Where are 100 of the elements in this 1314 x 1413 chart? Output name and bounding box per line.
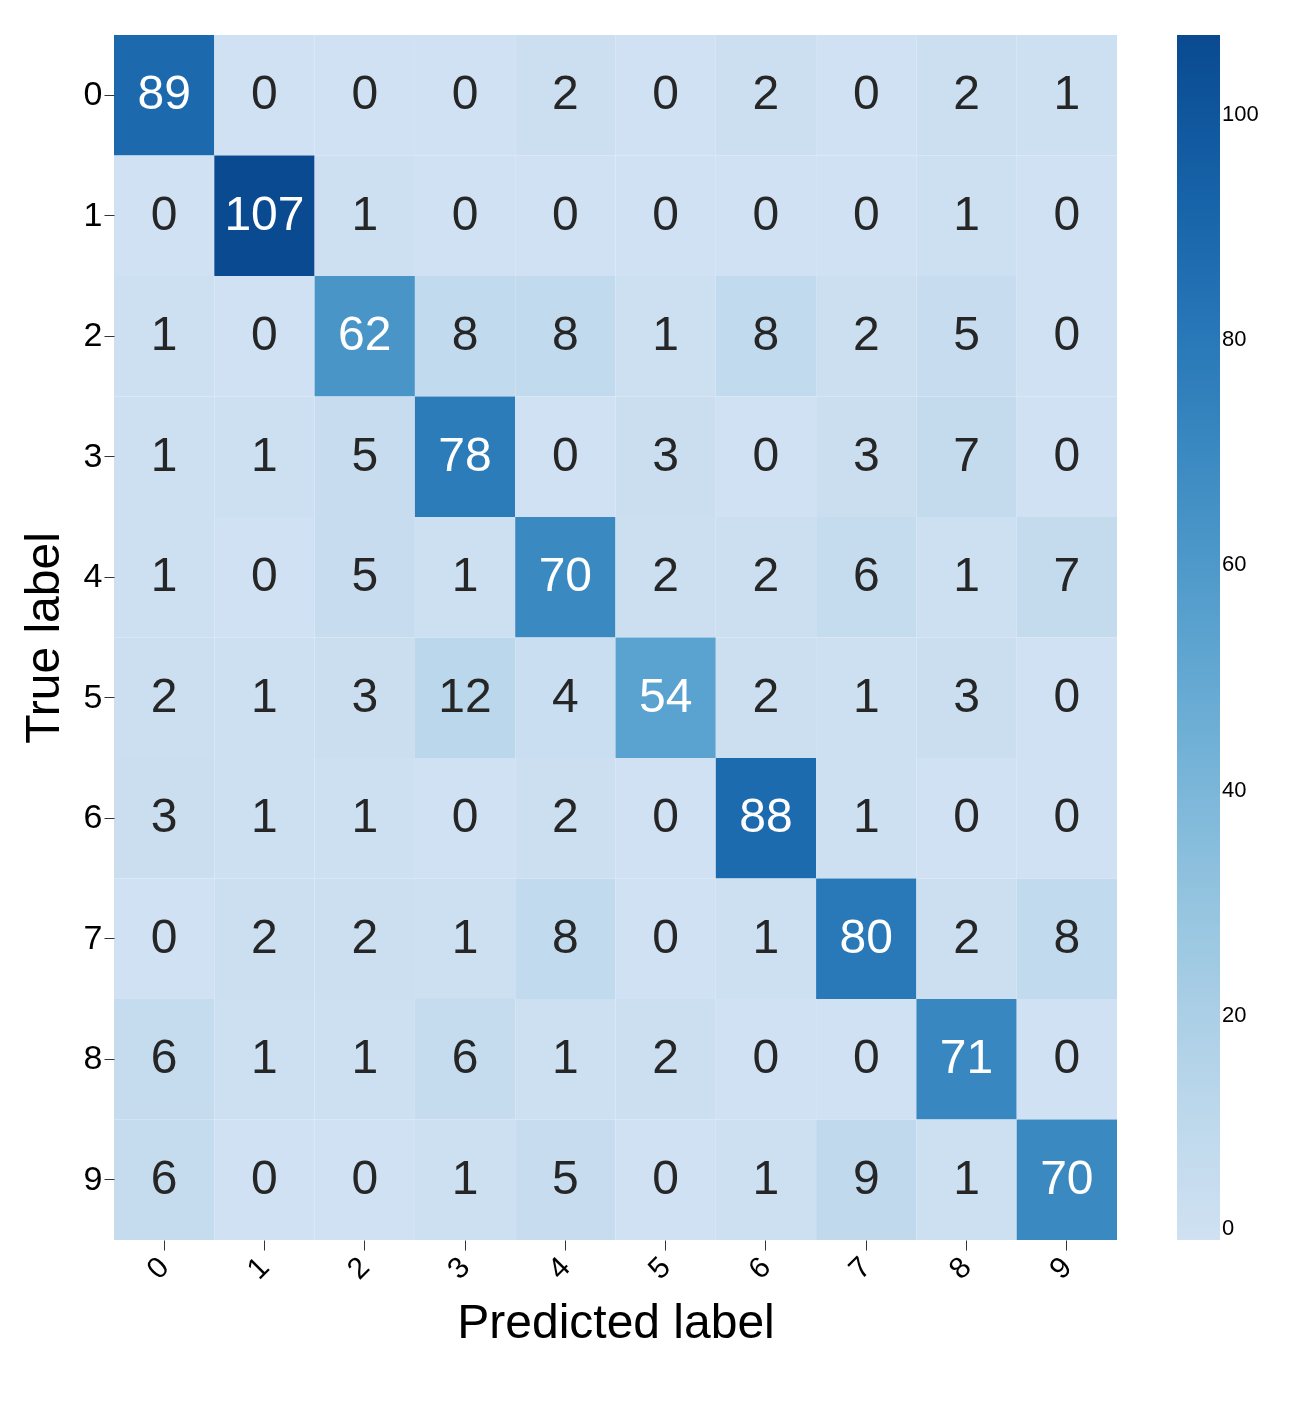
- data-label: 1: [351, 186, 379, 240]
- data-label: 1: [953, 1150, 980, 1204]
- data-label: 0: [1053, 1030, 1081, 1084]
- data-label: 2: [251, 909, 278, 963]
- data-label: 88: [739, 789, 793, 843]
- data-label: 2: [652, 548, 679, 602]
- data-label: 0: [251, 307, 278, 361]
- data-label: 9: [852, 1150, 880, 1204]
- data-label: 0: [351, 1150, 379, 1204]
- data-label: 2: [953, 909, 980, 963]
- y-tick-label: 2: [83, 315, 103, 354]
- data-label: 1: [351, 1030, 379, 1084]
- data-label: 107: [224, 186, 305, 240]
- data-label: 6: [852, 548, 880, 602]
- data-label: 1: [251, 1030, 278, 1084]
- x-tick-label: 7: [841, 1249, 877, 1285]
- data-label: 0: [752, 186, 780, 240]
- y-tick-label: 3: [83, 435, 103, 474]
- data-label: 1: [351, 789, 379, 843]
- data-label: 78: [438, 427, 492, 481]
- data-label: 1: [251, 789, 278, 843]
- y-tick-label: 6: [83, 797, 103, 836]
- data-label: 0: [652, 1150, 679, 1204]
- data-label: 5: [351, 548, 379, 602]
- y-tick-label: 1: [83, 194, 103, 233]
- data-label: 1: [150, 427, 178, 481]
- data-label: 1: [552, 1030, 579, 1084]
- data-label: 54: [638, 668, 693, 722]
- data-label: 8: [552, 909, 579, 963]
- data-label: 1: [451, 1150, 479, 1204]
- data-label: 2: [552, 789, 579, 843]
- data-label: 80: [839, 909, 893, 963]
- x-tick-label: 6: [741, 1249, 777, 1285]
- data-label: 0: [150, 186, 178, 240]
- data-label: 0: [652, 186, 679, 240]
- data-label: 3: [150, 789, 178, 843]
- data-label: 2: [150, 668, 178, 722]
- color-bar-label: 0: [1222, 1215, 1235, 1240]
- y-tick-label: 8: [83, 1038, 103, 1077]
- data-label: 0: [852, 186, 880, 240]
- y-axis-title: True label: [15, 532, 69, 744]
- data-label: 0: [1053, 427, 1081, 481]
- x-tick-label: 2: [340, 1249, 376, 1285]
- data-label: 2: [652, 1030, 679, 1084]
- data-label: 1: [953, 186, 980, 240]
- data-label: 2: [752, 668, 780, 722]
- data-label: 12: [438, 668, 492, 722]
- data-label: 7: [953, 427, 980, 481]
- color-bar-label: 60: [1222, 551, 1247, 577]
- x-axis-title: Predicted label: [457, 1294, 775, 1348]
- data-label: 6: [451, 1030, 479, 1084]
- data-label: 0: [1053, 789, 1081, 843]
- data-label: 8: [752, 307, 780, 361]
- data-label: 1: [451, 909, 479, 963]
- x-tick-label: 3: [440, 1249, 476, 1285]
- x-tick-label: 5: [641, 1249, 677, 1285]
- data-label: 2: [852, 307, 880, 361]
- data-label: 2: [552, 66, 579, 120]
- data-label: 0: [953, 789, 980, 843]
- data-label: 1: [652, 307, 679, 361]
- x-tick-label: 8: [942, 1249, 978, 1285]
- data-label: 0: [552, 427, 579, 481]
- y-tick-label: 5: [83, 676, 103, 715]
- data-label: 1: [251, 668, 278, 722]
- color-bar-label: 20: [1222, 1001, 1247, 1027]
- data-label: 62: [338, 307, 392, 361]
- data-label: 0: [1053, 668, 1081, 722]
- data-label: 1: [752, 1150, 780, 1204]
- data-label: 1: [150, 548, 178, 602]
- color-bar-label: 80: [1222, 326, 1247, 352]
- x-tick-label: 4: [540, 1249, 576, 1285]
- data-label: 0: [451, 186, 479, 240]
- x-tick-label: 1: [239, 1249, 276, 1285]
- data-label: 0: [1053, 307, 1081, 361]
- y-tick-label: 7: [83, 917, 103, 956]
- x-tick-label: 0: [139, 1249, 175, 1285]
- data-label: 0: [451, 66, 479, 120]
- data-label: 0: [251, 1150, 278, 1204]
- y-tick-label: 4: [83, 556, 103, 595]
- data-label: 1: [852, 789, 880, 843]
- data-label: 3: [652, 427, 679, 481]
- data-label: 1: [752, 909, 780, 963]
- data-label: 1: [953, 548, 980, 602]
- data-label: 0: [451, 789, 479, 843]
- data-label: 0: [351, 66, 379, 120]
- data-label: 70: [538, 548, 593, 602]
- data-label: 8: [1053, 909, 1081, 963]
- x-tick-label: 9: [1042, 1249, 1078, 1285]
- data-label: 0: [852, 1030, 880, 1084]
- data-label: 3: [852, 427, 880, 481]
- data-label: 1: [150, 307, 178, 361]
- data-label: 5: [351, 427, 379, 481]
- data-label: 1: [852, 668, 880, 722]
- data-label: 2: [351, 909, 379, 963]
- data-label: 2: [953, 66, 980, 120]
- data-label: 8: [451, 307, 479, 361]
- data-label: 2: [752, 66, 780, 120]
- data-label: 7: [1053, 548, 1081, 602]
- data-label: 0: [752, 427, 780, 481]
- y-tick-label: 9: [83, 1158, 103, 1197]
